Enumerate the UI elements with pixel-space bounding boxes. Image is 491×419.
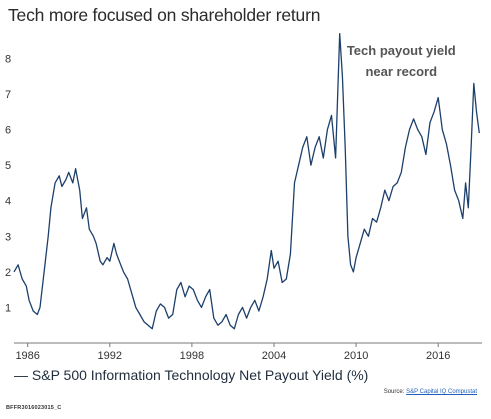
x-tick-label: 1986 <box>15 350 39 362</box>
x-tick-label: 1998 <box>180 350 204 362</box>
y-tick-labels: 1 2 3 4 5 6 7 8 <box>5 53 11 314</box>
x-tick-label: 1992 <box>98 350 122 362</box>
annotations: Tech payout yield near record <box>347 43 456 79</box>
x-tick-label: 2016 <box>426 350 450 362</box>
source-note: Source: S&P Capital IQ Compustat <box>384 389 477 395</box>
footer-code: BFFR3016023015_C <box>6 405 62 411</box>
source-label: Source: <box>383 389 405 395</box>
y-tick-label: 2 <box>5 267 11 279</box>
y-tick-label: 8 <box>5 53 11 65</box>
annotation-label: Tech payout yield <box>347 43 456 58</box>
y-tick-label: 4 <box>5 196 11 208</box>
source-link[interactable]: S&P Capital IQ Compustat <box>406 389 477 395</box>
y-tick-label: 5 <box>5 160 11 172</box>
y-tick-label: 7 <box>5 89 11 101</box>
legend-entry: — S&P 500 Information Technology Net Pay… <box>14 367 369 383</box>
x-tick-label: 2004 <box>262 350 286 362</box>
y-tick-label: 6 <box>5 125 11 137</box>
y-tick-label: 3 <box>5 231 11 243</box>
y-tick-label: 1 <box>5 302 11 314</box>
legend: — S&P 500 Information Technology Net Pay… <box>14 367 368 383</box>
series-line-it-payout-yield <box>13 32 480 330</box>
x-tick-label: 2010 <box>344 350 368 362</box>
x-tick-labels: 1986 1992 1998 2004 2010 2016 <box>15 343 450 362</box>
annotation-label: near record <box>365 64 437 79</box>
chart-title: Tech more focused on shareholder return <box>8 5 321 25</box>
